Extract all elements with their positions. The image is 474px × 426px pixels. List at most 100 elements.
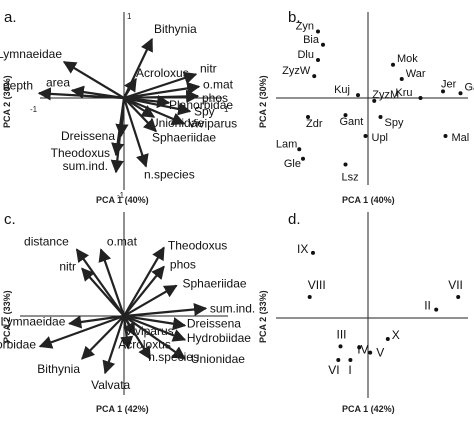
panel-c-label: c. bbox=[4, 211, 16, 228]
point-label-iii: III bbox=[337, 327, 347, 341]
point-spy bbox=[378, 115, 383, 119]
point-label-upl: Upl bbox=[372, 132, 389, 144]
panel-c: c. PCA 1 (42%) PCA 2 (33%) distance o.mat… bbox=[0, 211, 255, 414]
point-ix bbox=[311, 250, 315, 255]
vector-theodoxus bbox=[123, 246, 165, 317]
panel-a-tick-bottom: -1 bbox=[117, 191, 125, 200]
vector-label-unionidae: Unionidae bbox=[191, 352, 245, 366]
point-jer bbox=[441, 89, 445, 94]
point-vii bbox=[456, 295, 461, 299]
panel-d-label: d. bbox=[288, 211, 301, 228]
point-label-ix: IX bbox=[297, 242, 308, 256]
point-label-x: X bbox=[392, 328, 400, 342]
panel-a: a. 1 -1 1 -1 PCA 1 (40%) PCA 2 (30%) Bit… bbox=[0, 9, 237, 205]
point-x bbox=[385, 337, 390, 341]
point-label-lsz: Lsz bbox=[342, 172, 359, 184]
panel-a-xlabel: PCA 1 (40%) bbox=[96, 195, 149, 205]
vector-sphaeriidae bbox=[123, 284, 178, 317]
point-lam bbox=[297, 147, 302, 152]
point-iv bbox=[357, 345, 362, 350]
point-gle bbox=[301, 156, 305, 161]
panel-a-tick-right: 1 bbox=[224, 105, 229, 114]
point-label-ii: II bbox=[424, 299, 431, 313]
point-label-i: I bbox=[348, 363, 351, 377]
point-upl bbox=[363, 134, 368, 138]
vector-label-area: area bbox=[46, 75, 70, 89]
panel-c-vectors: distance o.mat nitr Theodoxus phos Sphaeriida… bbox=[0, 235, 255, 393]
vector-label-nitr: nitr bbox=[59, 260, 76, 274]
point-mal bbox=[443, 134, 448, 138]
panel-b-xlabel: PCA 1 (40%) bbox=[342, 195, 395, 205]
vector-label-sphaeriidae: Sphaeriidae bbox=[152, 130, 216, 144]
point-label-mok: Mok bbox=[397, 53, 418, 65]
panel-a-label: a. bbox=[4, 9, 17, 26]
point-label-mal: Mal bbox=[452, 132, 470, 144]
point-gar bbox=[458, 91, 463, 96]
vector-depth bbox=[37, 87, 125, 101]
vector-n-species bbox=[122, 97, 149, 168]
panel-b-ylabel: PCA 2 (30%) bbox=[258, 75, 268, 128]
vector-planorbidae bbox=[38, 314, 125, 349]
point-label-iv: IV bbox=[357, 342, 368, 356]
point-kru bbox=[418, 96, 423, 100]
panel-a-vectors: Bithynia Lymnaeidae area depth Acroloxus nitr… bbox=[0, 22, 237, 181]
vector-acroloxus bbox=[120, 315, 134, 350]
point-i bbox=[348, 358, 353, 362]
vector-label-viviparus: Viviparus bbox=[188, 117, 237, 131]
vector-distance bbox=[75, 248, 125, 317]
vector-o-mat bbox=[123, 81, 201, 100]
point-label-vi: VI bbox=[328, 363, 339, 377]
point-mok bbox=[391, 62, 395, 67]
vector-label-n-species: n.species bbox=[144, 167, 195, 181]
point-ii bbox=[434, 307, 439, 312]
point-label-kru: Kru bbox=[395, 87, 412, 99]
vector-label-depth: depth bbox=[3, 78, 33, 92]
point-bia bbox=[321, 42, 325, 47]
point-zyzm bbox=[372, 98, 377, 103]
panel-d-xlabel: PCA 1 (42%) bbox=[342, 404, 395, 414]
point-viii bbox=[307, 295, 312, 299]
vector-label-distance: distance bbox=[24, 235, 69, 249]
vector-hydrobiidae bbox=[123, 314, 187, 342]
vector-label-bithynia: Bithynia bbox=[154, 22, 197, 36]
vector-lymnaeidae bbox=[62, 60, 125, 99]
point-label-spy: Spy bbox=[385, 117, 404, 129]
vector-label-sum-ind: sum.ind. bbox=[63, 159, 108, 173]
vector-label-dreissena: Dreissena bbox=[187, 317, 241, 331]
point-zdr bbox=[306, 115, 310, 119]
point-v bbox=[368, 350, 373, 355]
vector-label-spy: Spy bbox=[194, 104, 215, 118]
point-label-zdr: Zdr bbox=[306, 118, 323, 130]
vector-label-lymnaeidae: Lymnaeidae bbox=[0, 47, 62, 61]
vector-label-lymnaeidae: Lymnaeidae bbox=[0, 315, 65, 329]
point-label-zyzw: ZyzW bbox=[282, 65, 311, 77]
vector-viviparus bbox=[123, 96, 186, 126]
point-zyn bbox=[316, 29, 320, 34]
point-label-kuj: Kuj bbox=[334, 84, 350, 96]
point-iii bbox=[338, 344, 343, 349]
vector-label-o-mat: o.mat bbox=[107, 235, 138, 249]
point-label-zyn: Zyn bbox=[296, 21, 314, 33]
vector-label-acroloxus: Acroloxus bbox=[136, 66, 189, 80]
vector-label-theodoxus: Theodoxus bbox=[168, 239, 227, 253]
point-label-war: War bbox=[406, 68, 426, 80]
point-label-viii: VIII bbox=[308, 278, 326, 292]
vector-nitr bbox=[123, 71, 198, 100]
vector-spy bbox=[123, 96, 192, 116]
vector-acroloxus bbox=[123, 77, 137, 99]
vector-sum-ind bbox=[110, 97, 126, 174]
point-label-vii: VII bbox=[448, 278, 463, 292]
vector-label-sphaeriidae: Sphaeriidae bbox=[183, 277, 247, 291]
vector-phos bbox=[123, 265, 165, 317]
vector-label-theodoxus: Theodoxus bbox=[51, 146, 110, 160]
vector-nitr bbox=[81, 267, 125, 317]
point-war bbox=[399, 77, 404, 81]
vector-label-n-species: n.species bbox=[148, 350, 199, 364]
panel-c-xlabel: PCA 1 (42%) bbox=[96, 404, 149, 414]
point-label-jer: Jer bbox=[441, 78, 457, 90]
vector-label-phos: phos bbox=[202, 91, 228, 105]
vector-lymnaeidae bbox=[68, 314, 125, 329]
